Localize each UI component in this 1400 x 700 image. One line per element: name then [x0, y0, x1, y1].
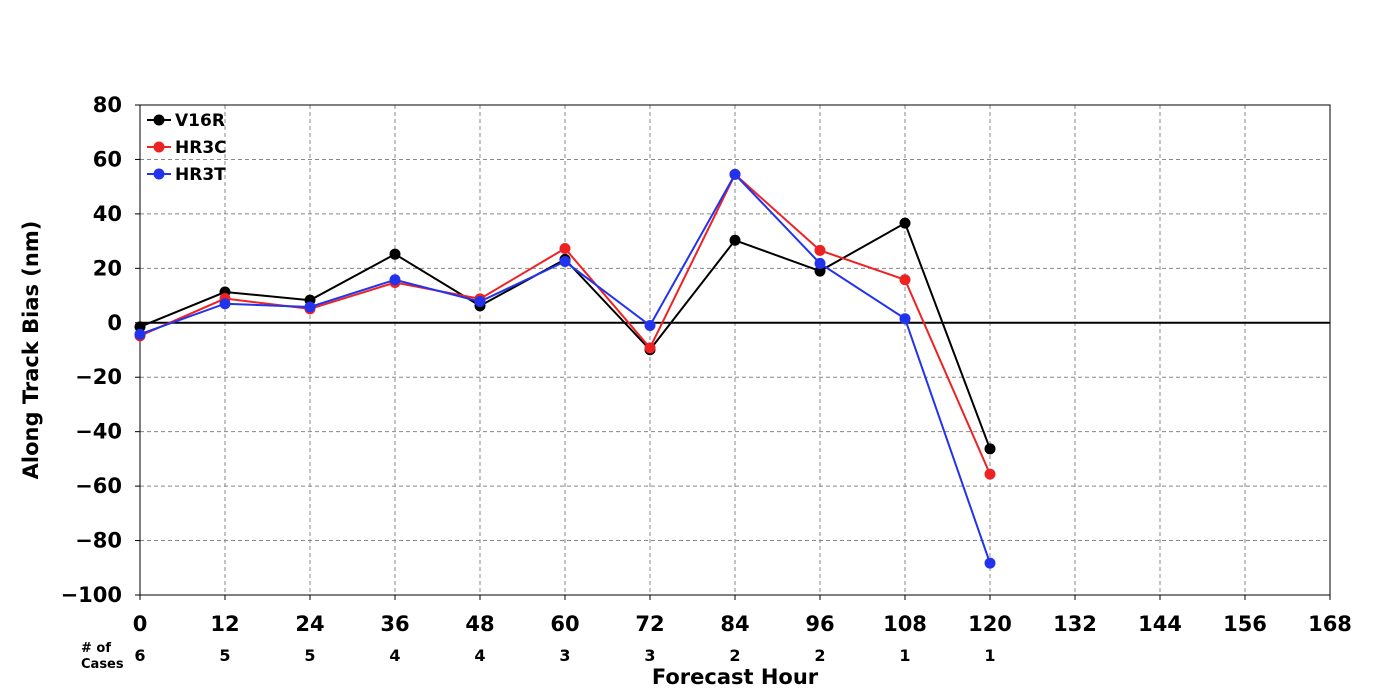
x-axis-label: Forecast Hour: [652, 665, 819, 689]
y-axis-ticks: −100 −80 −60 −40 −20 0 20 40 60 80: [61, 93, 140, 607]
point-hr3t: [389, 274, 401, 286]
x-tick-label: 156: [1223, 612, 1267, 636]
x-axis-ticks: 0 12 24 36 48 60 72 84 96 108 120 132 144 156 168: [133, 595, 1352, 636]
cases-label-line-2: Cases: [81, 657, 124, 672]
x-tick-label: 144: [1138, 612, 1182, 636]
point-v16r: [899, 217, 911, 229]
point-v16r: [984, 443, 996, 455]
point-hr3t: [559, 256, 571, 268]
case-count: 6: [134, 646, 145, 665]
x-tick-label: 48: [465, 612, 494, 636]
x-tick-label: 24: [295, 612, 324, 636]
series-layer: [134, 168, 996, 569]
x-tick-label: 72: [635, 612, 664, 636]
y-tick-label: 80: [93, 93, 122, 117]
point-v16r: [389, 248, 401, 260]
point-hr3c: [644, 342, 656, 354]
point-hr3t: [814, 257, 826, 269]
y-tick-label: −60: [75, 474, 122, 498]
y-tick-label: −80: [75, 529, 122, 553]
cases-label-line-1: # of: [81, 641, 111, 656]
point-hr3c: [984, 468, 996, 480]
point-v16r: [729, 234, 741, 246]
case-count: 4: [389, 646, 400, 665]
point-hr3t: [644, 320, 656, 331]
case-count: 2: [729, 646, 740, 665]
legend-label-hr3c: HR3C: [175, 138, 227, 158]
x-tick-label: 120: [968, 612, 1012, 636]
point-hr3c: [559, 242, 571, 254]
point-hr3t: [474, 296, 486, 308]
case-count: 1: [984, 646, 995, 665]
y-tick-label: 0: [107, 311, 122, 335]
x-tick-label: 168: [1308, 612, 1352, 636]
case-count: 4: [474, 646, 485, 665]
point-hr3t: [134, 328, 146, 340]
case-count: 5: [304, 646, 315, 665]
x-tick-label: 12: [210, 612, 239, 636]
point-hr3c: [814, 244, 826, 256]
x-tick-label: 36: [380, 612, 409, 636]
cases-row: 6 5 5 4 4 3 3 2 2 1 1: [134, 646, 995, 665]
y-tick-label: −20: [75, 365, 122, 389]
legend-marker-hr3t: [153, 168, 165, 180]
point-hr3t: [219, 298, 231, 310]
case-count: 3: [559, 646, 570, 665]
gridlines: [140, 105, 1330, 595]
legend: V16R HR3C HR3T: [147, 111, 227, 185]
legend-label-v16r: V16R: [175, 111, 225, 131]
x-tick-label: 0: [133, 612, 148, 636]
x-tick-label: 84: [720, 612, 749, 636]
case-count: 3: [644, 646, 655, 665]
y-tick-label: 40: [93, 202, 122, 226]
y-tick-label: −100: [61, 583, 122, 607]
point-hr3t: [899, 313, 911, 325]
point-hr3t: [729, 168, 741, 180]
point-hr3c: [899, 274, 911, 286]
legend-label-hr3t: HR3T: [175, 165, 226, 185]
legend-marker-v16r: [153, 114, 165, 126]
case-count: 2: [814, 646, 825, 665]
x-tick-label: 96: [805, 612, 834, 636]
y-tick-label: −40: [75, 420, 122, 444]
point-hr3t: [304, 301, 316, 313]
y-axis-label: Along Track Bias (nm): [19, 221, 43, 480]
x-tick-label: 108: [883, 612, 927, 636]
x-tick-label: 60: [550, 612, 579, 636]
legend-marker-hr3c: [153, 141, 165, 153]
y-tick-label: 60: [93, 147, 122, 171]
y-tick-label: 20: [93, 256, 122, 280]
case-count: 5: [219, 646, 230, 665]
x-tick-label: 132: [1053, 612, 1097, 636]
case-count: 1: [899, 646, 910, 665]
point-hr3t: [984, 557, 996, 569]
point-v16r: [814, 265, 826, 277]
